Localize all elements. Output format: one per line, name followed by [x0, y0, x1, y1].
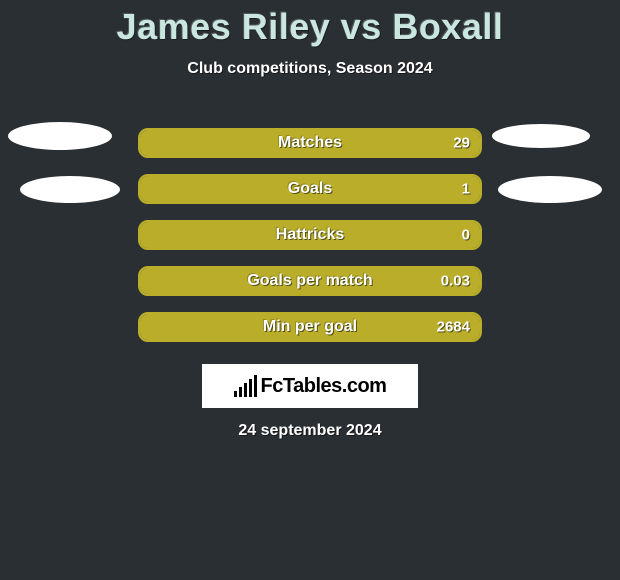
stat-bar: Goals 1: [138, 174, 482, 204]
logo-badge: FcTables.com: [202, 364, 418, 408]
stat-row: Hattricks 0: [0, 212, 620, 258]
stat-label: Goals: [288, 180, 332, 198]
stat-bar: Min per goal 2684: [138, 312, 482, 342]
stat-bar: Goals per match 0.03: [138, 266, 482, 296]
stat-bar: Matches 29: [138, 128, 482, 158]
stat-row: Goals per match 0.03: [0, 258, 620, 304]
page-title: James Riley vs Boxall: [0, 0, 620, 48]
date-label: 24 september 2024: [0, 422, 620, 440]
stat-label: Min per goal: [263, 318, 357, 336]
stats-list: Matches 29 Goals 1 Hattricks 0 Goals per match…: [0, 120, 620, 350]
stat-label: Matches: [278, 134, 342, 152]
stat-row: Min per goal 2684: [0, 304, 620, 350]
stat-value: 0.03: [441, 273, 470, 290]
logo-chart-icon: [234, 375, 257, 397]
stat-value: 29: [453, 135, 470, 152]
stat-bar: Hattricks 0: [138, 220, 482, 250]
stat-row: Matches 29: [0, 120, 620, 166]
stat-label: Goals per match: [247, 272, 372, 290]
stat-row: Goals 1: [0, 166, 620, 212]
stat-value: 0: [462, 227, 470, 244]
infographic-container: James Riley vs Boxall Club competitions,…: [0, 0, 620, 580]
stat-label: Hattricks: [276, 226, 344, 244]
subtitle: Club competitions, Season 2024: [0, 60, 620, 78]
stat-value: 1: [462, 181, 470, 198]
stat-value: 2684: [437, 319, 470, 336]
logo-text: FcTables.com: [261, 375, 387, 398]
